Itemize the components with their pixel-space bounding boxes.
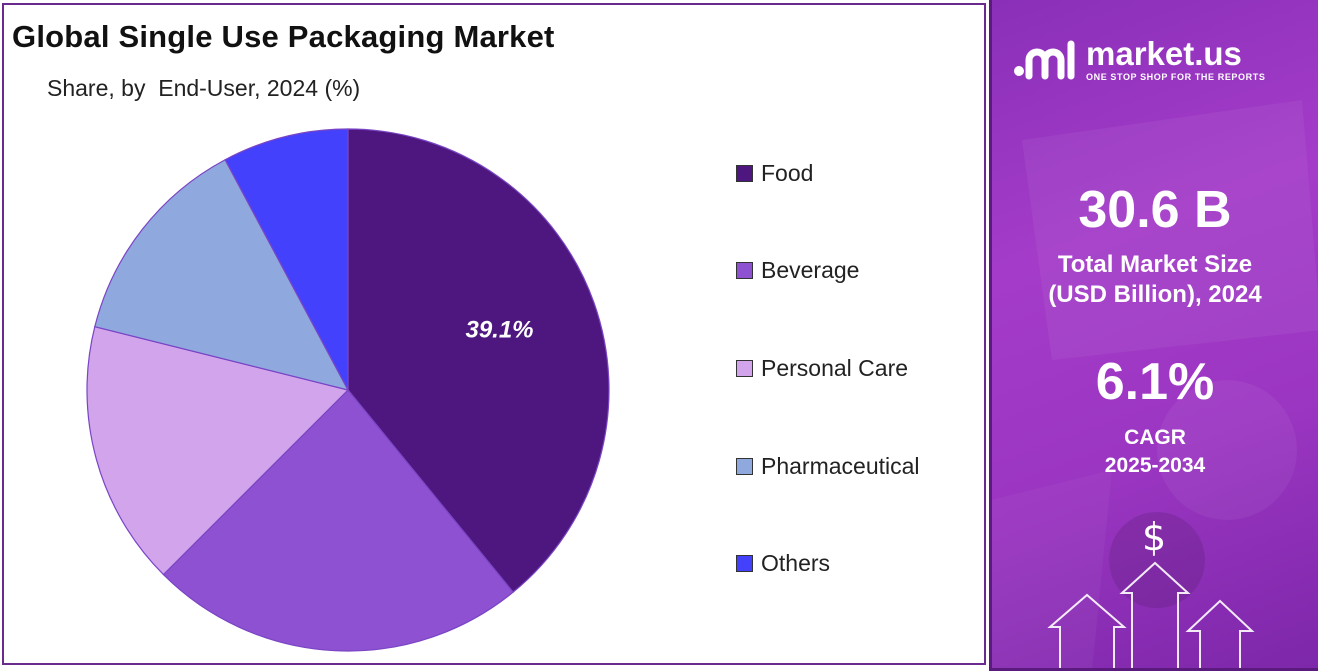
legend-item-others: Others: [736, 549, 830, 579]
market-size-label-line1: Total Market Size: [1057, 251, 1253, 278]
legend-item-pharmaceutical: Pharmaceutical: [736, 451, 920, 481]
legend-label: Personal Care: [761, 354, 909, 381]
legend-swatch: [736, 457, 753, 475]
cagr-value: 6.1%: [1095, 353, 1215, 411]
legend-swatch: [736, 164, 753, 182]
cagr-label-line1: CAGR: [1124, 426, 1186, 449]
market-size-label: Total Market Size (USD Billion), 2024: [992, 250, 1318, 310]
info-panel: market.us ONE STOP SHOP FOR THE REPORTS …: [989, 0, 1318, 671]
legend-swatch: [736, 555, 753, 573]
market-size-label-line2: (USD Billion), 2024: [1048, 281, 1262, 308]
legend-label: Food: [761, 159, 814, 186]
cagr-label-line2: 2025-2034: [1104, 454, 1206, 477]
chart-subtitle: Share, by End-User, 2024 (%): [47, 75, 361, 101]
market-size-value: 30.6 B: [1078, 181, 1232, 239]
pie-slice-others: [224, 128, 349, 391]
pie-slice-beverage: [162, 389, 514, 652]
chart-title: Global Single Use Packaging Market: [12, 19, 555, 54]
legend-swatch: [736, 359, 753, 377]
legend-item-food: Food: [736, 158, 813, 188]
chart-panel: Global Single Use Packaging Market Share…: [2, 3, 986, 665]
legend-item-beverage: Beverage: [736, 256, 859, 286]
data-label-food: 39.1%: [465, 316, 533, 343]
pie-slice-pharmaceutical: [94, 158, 350, 391]
brand-name: market.us: [1086, 35, 1242, 72]
up-arrow-icon: [1047, 561, 1255, 668]
cagr-label: CAGR 2025-2034: [992, 424, 1318, 480]
legend-swatch: [736, 262, 753, 280]
brand-tagline: ONE STOP SHOP FOR THE REPORTS: [1086, 72, 1266, 82]
background-decoration: [992, 100, 1318, 668]
pie-chart: 39.1%: [86, 128, 610, 652]
dollar-icon: $: [1142, 515, 1167, 559]
pie-slice-food: [347, 128, 610, 593]
legend-label: Others: [761, 550, 831, 577]
legend-item-personal-care: Personal Care: [736, 353, 908, 383]
brand: market.us ONE STOP SHOP FOR THE REPORTS: [1012, 37, 1265, 82]
legend-label: Beverage: [761, 257, 860, 284]
legend-label: Pharmaceutical: [761, 452, 920, 479]
pie-slice-personal-care: [86, 325, 350, 576]
market-us-logo-icon: [1014, 40, 1075, 79]
